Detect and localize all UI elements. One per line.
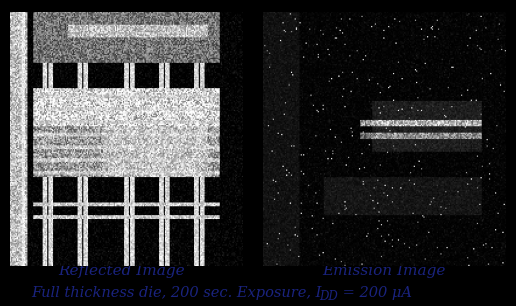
- Text: DD: DD: [319, 290, 337, 303]
- Text: Full thickness die, 200 sec. Exposure, I: Full thickness die, 200 sec. Exposure, I: [31, 286, 321, 300]
- Text: = 200 μA: = 200 μA: [338, 286, 412, 300]
- Text: Emission Image: Emission Image: [322, 264, 446, 278]
- Text: Reflected Image: Reflected Image: [58, 264, 185, 278]
